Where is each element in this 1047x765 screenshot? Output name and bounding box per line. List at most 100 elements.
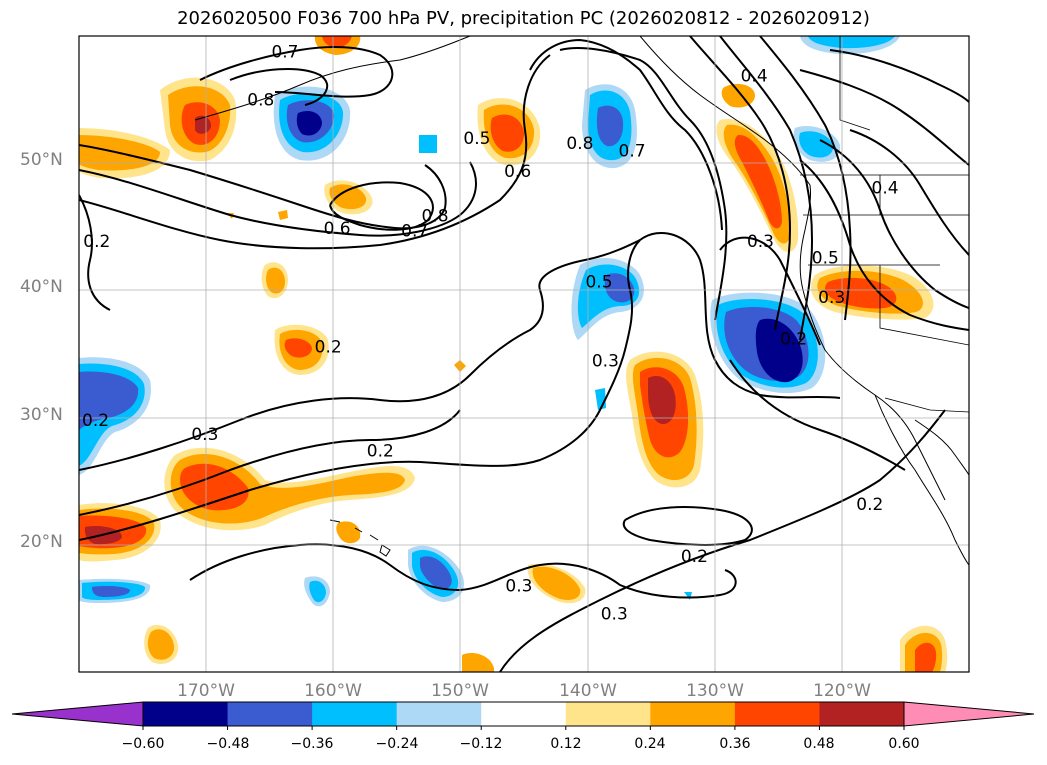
precip-positive-area — [329, 184, 367, 210]
pv-contour — [79, 54, 551, 250]
pv-contour — [829, 49, 969, 103]
pv-contour — [529, 38, 723, 231]
contour-label: 0.8 — [247, 91, 274, 111]
precip-positive-area — [195, 115, 212, 134]
precip-positive-area — [721, 83, 755, 108]
contour-label: 0.5 — [585, 272, 612, 292]
colorbar-segment — [312, 702, 398, 726]
precip-positive-area — [490, 114, 524, 152]
contour-label: 0.2 — [681, 547, 708, 567]
precip-negative-area — [755, 318, 803, 383]
contour-label: 0.2 — [780, 330, 807, 350]
alaska-coast — [639, 36, 811, 186]
precip-negative-area — [799, 131, 834, 158]
colorbar-ticks — [142, 726, 905, 730]
contour-label: 0.2 — [83, 232, 110, 252]
precip-negative-area — [79, 371, 139, 430]
precip-negative-area — [684, 592, 692, 600]
contour-label: 0.3 — [505, 577, 532, 597]
contour-labels: 0.70.80.8 0.70.50.60.40.40.80.70.60.2 0.30… — [82, 42, 899, 624]
pv-contour — [199, 46, 394, 98]
colorbar-segments — [143, 702, 905, 726]
colorbar-label: −0.24 — [375, 736, 419, 752]
contour-label: 0.3 — [818, 288, 845, 308]
lon-label-120w: 120°W — [813, 681, 871, 701]
lat-label-30: 30°N — [20, 405, 63, 425]
pv-contour — [719, 236, 821, 346]
colorbar-label: −0.48 — [206, 736, 250, 752]
colorbar-label: 0.48 — [803, 736, 835, 752]
colorbar-segment — [650, 702, 736, 726]
colorbar-extend-min — [11, 701, 144, 727]
precip-positive-area — [266, 267, 285, 294]
precip-negative-area — [92, 586, 130, 597]
contour-label: 0.2 — [856, 495, 883, 515]
alaska-peninsula-coast — [194, 36, 471, 121]
pv-contour — [719, 36, 814, 341]
colorbar-label: 0.36 — [719, 736, 751, 752]
pv-contour — [799, 159, 969, 331]
precip-negative-area — [420, 556, 452, 590]
colorbar-segment — [227, 702, 313, 726]
colorbar — [11, 701, 1035, 730]
contour-label: 0.7 — [619, 141, 646, 161]
contour-label: 0.7 — [271, 42, 298, 62]
contour-label: 0.5 — [812, 248, 839, 268]
state-borders — [803, 175, 969, 346]
hawaii-islands — [329, 519, 391, 557]
contour-label: 0.2 — [315, 337, 342, 357]
contour-label: 0.4 — [872, 178, 899, 198]
precip-positive-area — [180, 463, 249, 511]
precip-positive-area — [284, 338, 312, 358]
coastlines — [194, 36, 969, 566]
pv-contours — [79, 36, 969, 672]
pv-contour — [189, 543, 737, 599]
pv-contour — [79, 194, 111, 311]
contour-label: 0.5 — [463, 129, 490, 149]
political-borders — [800, 36, 969, 413]
us-west-coast — [802, 289, 946, 501]
pv-contour — [79, 239, 641, 471]
pv-contour — [229, 67, 329, 106]
colorbar-label: 0.60 — [888, 736, 920, 752]
us-mexico-border — [884, 397, 969, 413]
precip-positive-area — [278, 210, 288, 220]
colorbar-extend-max — [903, 701, 1035, 727]
contour-label: 0.8 — [421, 206, 448, 226]
colorbar-label: 0.24 — [634, 736, 666, 752]
pv-contour — [329, 181, 434, 231]
colorbar-segment — [734, 702, 820, 726]
colorbar-label: −0.60 — [121, 736, 165, 752]
lon-label-130w: 130°W — [686, 681, 744, 701]
colorbar-segment — [143, 702, 229, 726]
pv-contour — [79, 409, 461, 516]
lat-label-20: 20°N — [20, 532, 63, 552]
precip-negative-area — [596, 105, 624, 147]
contour-label: 0.3 — [191, 425, 218, 445]
map-title: 2026020500 F036 700 hPa PV, precipitatio… — [177, 8, 870, 29]
precip-positive-area — [915, 642, 937, 672]
precip-positive-area — [462, 652, 494, 672]
precip-positive-area — [648, 375, 676, 425]
contour-label: 0.6 — [324, 219, 351, 239]
contour-label: 0.2 — [367, 442, 394, 462]
colorbar-segment — [396, 702, 482, 726]
contour-label: 0.4 — [741, 66, 768, 86]
precip-negative-area — [808, 36, 895, 49]
precip-negative-area — [309, 580, 326, 603]
alaska-canada-border — [839, 36, 871, 131]
precip-positive-area — [147, 629, 175, 660]
baja-coast — [874, 394, 969, 566]
precip-negative-area — [604, 273, 635, 303]
colorbar-label: −0.36 — [290, 736, 334, 752]
precip-positive-area — [824, 277, 897, 309]
contour-label: 0.8 — [566, 134, 593, 154]
graticule — [79, 36, 969, 672]
pv-contour — [79, 161, 477, 237]
pv-contour — [849, 129, 969, 256]
contour-label: 0.7 — [401, 222, 428, 242]
precip-positive-area — [322, 36, 352, 48]
colorbar-frame — [142, 701, 905, 727]
pv-contour — [499, 409, 946, 672]
